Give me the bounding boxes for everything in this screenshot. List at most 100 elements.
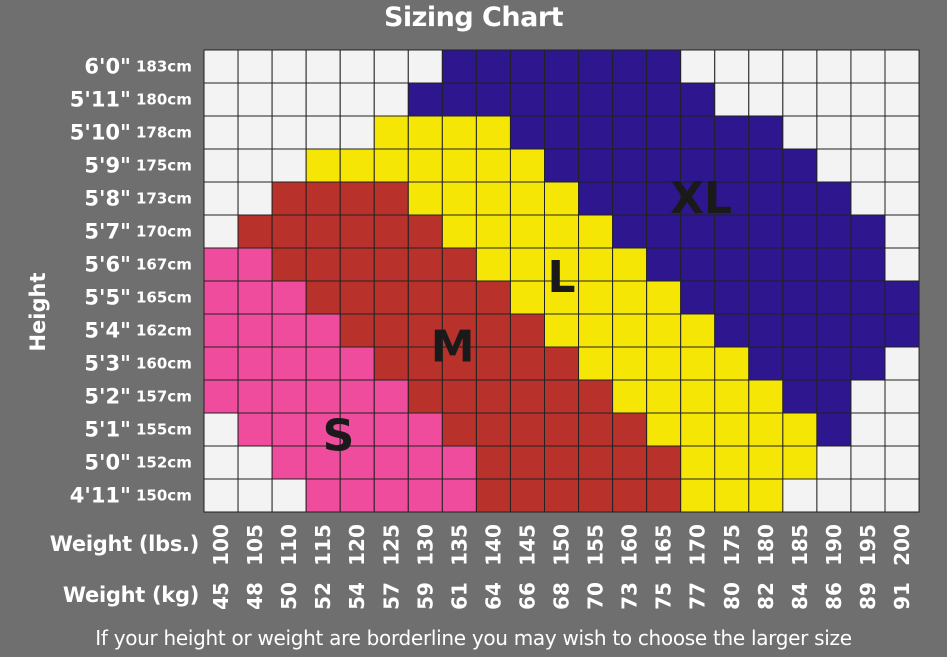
cell-xl — [578, 115, 614, 150]
cell-s — [373, 412, 409, 447]
y-tick-ft: 4'11" — [70, 484, 131, 508]
cell-s — [203, 346, 239, 381]
cell-xl — [680, 115, 716, 150]
cell-s — [373, 379, 409, 414]
cell-l — [441, 148, 477, 183]
cell-m — [612, 478, 648, 513]
cell-l — [748, 412, 784, 447]
cell-s — [305, 313, 341, 348]
x-tick-lbs: 130 — [413, 524, 437, 566]
cell-m — [373, 313, 409, 348]
cell-empty — [203, 115, 239, 150]
x-tick-kg: 91 — [890, 582, 914, 610]
cell-empty — [782, 115, 818, 150]
y-axis-title: Height — [26, 272, 50, 352]
cell-l — [680, 346, 716, 381]
cell-xl — [748, 346, 784, 381]
cell-l — [782, 445, 818, 480]
cell-s — [339, 445, 375, 480]
cell-m — [475, 346, 511, 381]
cell-m — [305, 181, 341, 216]
cell-l — [578, 346, 614, 381]
cell-xl — [509, 49, 546, 84]
cell-xl — [748, 313, 784, 348]
y-tick-cm: 175cm — [136, 157, 192, 175]
cell-xl — [884, 313, 920, 348]
cell-s — [441, 478, 477, 513]
cell-xl — [612, 214, 648, 249]
cell-empty — [782, 49, 818, 84]
cell-empty — [237, 115, 273, 150]
cell-xl — [544, 148, 580, 183]
cell-m — [305, 214, 341, 249]
cell-m — [441, 412, 477, 447]
cell-m — [544, 478, 580, 513]
cell-empty — [816, 148, 852, 183]
cell-empty — [884, 445, 920, 480]
cell-xl — [544, 115, 580, 150]
x-tick-kg: 50 — [277, 582, 301, 610]
cell-empty — [850, 445, 886, 480]
y-tick-ft: 5'6" — [84, 253, 131, 277]
x-axis-title-kg: Weight (kg) — [62, 583, 199, 607]
cell-xl — [816, 412, 852, 447]
cell-empty — [782, 82, 818, 117]
x-tick-kg: 77 — [686, 582, 710, 610]
cell-l — [544, 181, 580, 216]
cell-xl — [850, 280, 886, 315]
cell-xl — [748, 181, 784, 216]
cell-m — [373, 280, 409, 315]
cell-empty — [203, 49, 239, 84]
y-tick-ft: 5'10" — [70, 121, 131, 145]
cell-s — [373, 445, 409, 480]
cell-l — [305, 148, 341, 183]
cell-xl — [850, 313, 886, 348]
cell-xl — [782, 313, 818, 348]
cell-l — [441, 115, 477, 150]
cell-empty — [237, 49, 273, 84]
cell-l — [680, 379, 716, 414]
cell-empty — [271, 49, 307, 84]
cell-l — [612, 346, 648, 381]
y-tick-cm: 180cm — [136, 91, 192, 109]
cell-s — [271, 346, 307, 381]
x-tick-kg: 86 — [822, 582, 846, 610]
cell-xl — [816, 313, 852, 348]
cell-l — [509, 214, 546, 249]
y-tick-cm: 165cm — [136, 289, 192, 307]
cell-s — [203, 280, 239, 315]
cell-empty — [271, 115, 307, 150]
cell-xl — [748, 280, 784, 315]
cell-empty — [237, 181, 273, 216]
cell-m — [441, 280, 477, 315]
cell-empty — [714, 82, 750, 117]
cell-s — [305, 379, 341, 414]
cell-m — [509, 445, 546, 480]
cell-s — [237, 379, 273, 414]
cell-s — [237, 412, 273, 447]
cell-xl — [850, 214, 886, 249]
cell-l — [646, 379, 682, 414]
cell-empty — [850, 49, 886, 84]
cell-m — [578, 478, 614, 513]
cell-s — [237, 313, 273, 348]
cell-l — [680, 445, 716, 480]
cell-empty — [271, 82, 307, 117]
cell-s — [305, 445, 341, 480]
cell-xl — [782, 148, 818, 183]
cell-xl — [782, 247, 818, 282]
cell-xl — [816, 379, 852, 414]
cell-m — [509, 478, 546, 513]
y-tick-ft: 5'9" — [84, 154, 131, 178]
cell-empty — [816, 478, 852, 513]
x-tick-kg: 64 — [481, 582, 505, 610]
cell-l — [578, 214, 614, 249]
x-tick-lbs: 105 — [243, 524, 267, 566]
cell-m — [407, 247, 443, 282]
cell-s — [271, 379, 307, 414]
cell-empty — [816, 445, 852, 480]
cell-xl — [612, 49, 648, 84]
cell-empty — [884, 346, 920, 381]
y-tick-cm: 178cm — [136, 124, 192, 142]
cell-m — [475, 478, 511, 513]
